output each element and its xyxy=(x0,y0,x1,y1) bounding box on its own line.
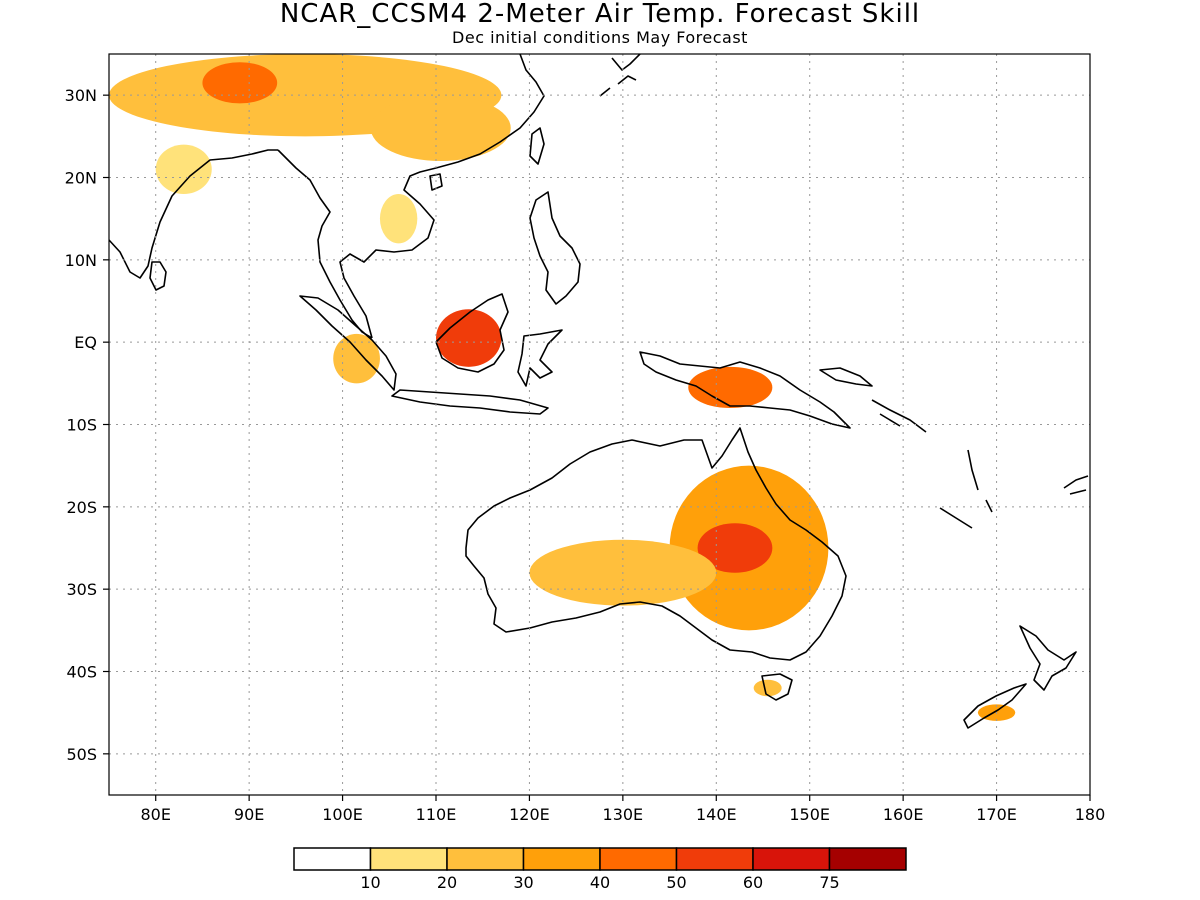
skill-region-east-china xyxy=(370,95,511,162)
lat-tick-label: 30N xyxy=(65,86,97,105)
lon-tick-label: 160E xyxy=(883,805,924,824)
grid-lines xyxy=(109,54,1090,795)
skill-region-tasmania xyxy=(753,679,782,697)
coast-sumatra xyxy=(299,295,397,391)
colorbar-label: 30 xyxy=(513,873,533,892)
colorbar-swatch xyxy=(675,847,754,871)
coast-indochina xyxy=(277,149,373,339)
coast-sri-lanka xyxy=(149,261,167,291)
coast-fiji xyxy=(1063,475,1089,495)
lon-tick-label: 170E xyxy=(976,805,1017,824)
colorbar-label: 20 xyxy=(437,873,457,892)
lon-tick-label: 140E xyxy=(696,805,737,824)
lon-tick-label: 100E xyxy=(322,805,363,824)
lat-tick-label: 10N xyxy=(65,251,97,270)
colorbar-swatch xyxy=(522,847,601,871)
coast-new-guinea xyxy=(639,351,851,429)
axis-ticks: 80E 90E 100E 110E 120E 130E 140E 150E 160E 170E 18… xyxy=(65,86,1106,824)
map-subtitle: Dec initial conditions May Forecast xyxy=(452,28,748,47)
coastlines xyxy=(109,54,1089,729)
lat-tick-label: EQ xyxy=(74,333,97,352)
lon-tick-label: 80E xyxy=(140,805,170,824)
colorbar-swatch xyxy=(446,847,525,871)
lon-tick-label: 130E xyxy=(603,805,644,824)
lat-tick-label: 20S xyxy=(66,498,97,517)
colorbar-label: 60 xyxy=(743,873,763,892)
coast-new-zealand-south xyxy=(963,683,1027,729)
coast-vanuatu xyxy=(967,449,993,513)
skill-region-borneo xyxy=(436,309,502,367)
coast-philippines xyxy=(529,191,581,305)
lon-tick-label: 110E xyxy=(416,805,457,824)
colorbar-label: 10 xyxy=(360,873,380,892)
lat-tick-label: 10S xyxy=(66,416,97,435)
coast-australia xyxy=(465,427,847,661)
colorbar-label: 50 xyxy=(666,873,686,892)
colorbar-swatch xyxy=(599,847,678,871)
coast-sulawesi xyxy=(517,329,563,387)
lon-tick-label: 90E xyxy=(234,805,264,824)
colorbar-swatch xyxy=(828,847,907,871)
coast-borneo xyxy=(435,293,509,373)
coast-new-zealand-north xyxy=(1019,625,1077,691)
lon-tick-label: 120E xyxy=(509,805,550,824)
coast-india xyxy=(109,149,278,279)
coast-indochina-east xyxy=(339,54,545,339)
colorbar-swatch xyxy=(752,847,831,871)
skill-region-tibet-core xyxy=(202,62,278,104)
skill-region-india-west xyxy=(155,144,212,194)
coast-solomons xyxy=(871,399,927,433)
skill-region-new-guinea xyxy=(688,366,773,409)
colorbar: 10 20 30 40 50 60 75 xyxy=(293,847,907,892)
coast-taiwan xyxy=(529,127,545,165)
colorbar-label: 40 xyxy=(590,873,610,892)
coast-tasmania xyxy=(761,673,793,701)
skill-region-australia-core xyxy=(697,523,773,573)
colorbar-swatch xyxy=(369,847,448,871)
lat-tick-label: 50S xyxy=(66,745,97,764)
lat-tick-label: 30S xyxy=(66,580,97,599)
coast-java xyxy=(391,389,549,415)
skill-region-sumatra xyxy=(333,333,380,384)
skill-region-indochina xyxy=(379,193,418,244)
coast-japan xyxy=(599,54,641,97)
lat-tick-label: 40S xyxy=(66,663,97,682)
colorbar-label: 75 xyxy=(819,873,839,892)
lat-tick-label: 20N xyxy=(65,169,97,188)
coast-new-britain xyxy=(819,367,873,387)
coast-hainan xyxy=(429,173,443,191)
map-title: NCAR_CCSM4 2-Meter Air Temp. Forecast Sk… xyxy=(279,0,921,29)
coast-new-caledonia xyxy=(939,507,973,529)
lon-tick-label: 180 xyxy=(1075,805,1106,824)
colorbar-swatch xyxy=(293,847,372,871)
lon-tick-label: 150E xyxy=(789,805,830,824)
